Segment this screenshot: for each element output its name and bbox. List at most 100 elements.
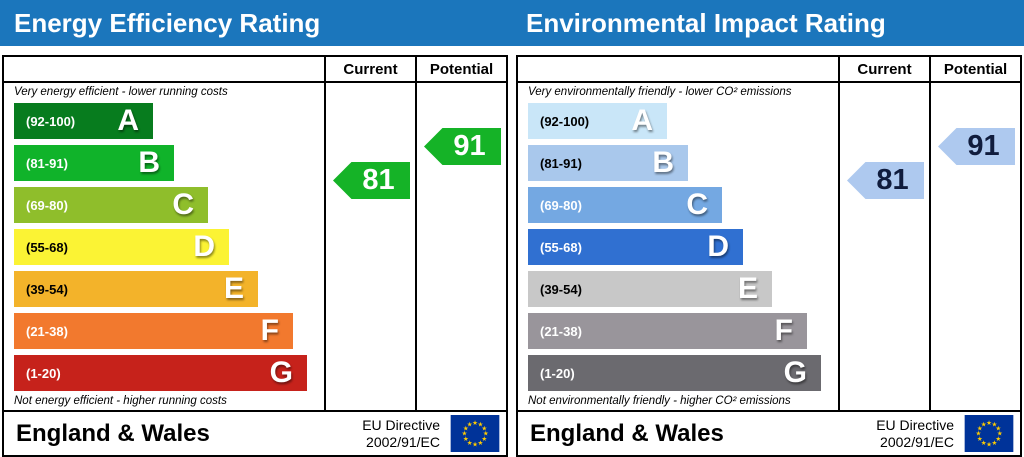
svg-text:★: ★ bbox=[995, 436, 1001, 443]
rating-band-g: (1-20) G bbox=[14, 355, 307, 391]
rating-band-g: (1-20) G bbox=[528, 355, 821, 391]
svg-text:★: ★ bbox=[483, 431, 489, 438]
rating-body: Very energy efficient - lower running co… bbox=[4, 83, 506, 410]
rating-scale: Very energy efficient - lower running co… bbox=[4, 83, 324, 410]
band-range-label: (69-80) bbox=[540, 197, 582, 213]
footer-row: England & Wales EU Directive 2002/91/EC … bbox=[4, 410, 506, 455]
bottom-caption: Not environmentally friendly - higher CO… bbox=[528, 395, 791, 407]
svg-text:★: ★ bbox=[981, 421, 987, 428]
current-rating-arrow: 81 bbox=[847, 162, 924, 199]
svg-text:★: ★ bbox=[472, 441, 478, 448]
band-letter: D bbox=[707, 230, 729, 263]
potential-column-header: Potential bbox=[415, 57, 506, 81]
band-range-label: (21-38) bbox=[26, 323, 68, 339]
rating-band-b: (81-91) B bbox=[14, 145, 174, 181]
current-column: 81 bbox=[838, 83, 929, 410]
potential-column: 91 bbox=[929, 83, 1020, 410]
potential-rating-value: 91 bbox=[967, 130, 1000, 162]
rating-scale: Very environmentally friendly - lower CO… bbox=[518, 83, 838, 410]
eu-directive-line2: 2002/91/EC bbox=[366, 433, 440, 450]
band-letter: E bbox=[737, 272, 758, 305]
band-range-label: (81-91) bbox=[540, 155, 582, 171]
chart-header-spacer bbox=[4, 57, 324, 81]
svg-text:★: ★ bbox=[992, 421, 998, 428]
rating-band-d: (55-68) D bbox=[528, 229, 743, 265]
current-column: 81 bbox=[324, 83, 415, 410]
potential-column: 91 bbox=[415, 83, 506, 410]
band-range-label: (69-80) bbox=[26, 197, 68, 213]
band-letter: F bbox=[260, 314, 279, 347]
rating-band-f: (21-38) F bbox=[14, 313, 293, 349]
band-letter: G bbox=[269, 356, 293, 389]
band-letter: E bbox=[223, 272, 244, 305]
band-range-label: (39-54) bbox=[540, 281, 582, 297]
svg-text:★: ★ bbox=[463, 436, 469, 443]
band-range-label: (55-68) bbox=[540, 239, 582, 255]
svg-text:★: ★ bbox=[992, 440, 998, 447]
band-letter: D bbox=[193, 230, 215, 263]
svg-text:★: ★ bbox=[986, 420, 992, 427]
rating-bands: (92-100) A (81-91) B (69-80) C (55-68) D (39-54)… bbox=[518, 103, 838, 391]
rating-band-a: (92-100) A bbox=[14, 103, 153, 139]
svg-text:★: ★ bbox=[481, 425, 487, 432]
rating-band-e: (39-54) E bbox=[14, 271, 258, 307]
band-range-label: (55-68) bbox=[26, 239, 68, 255]
rating-body: Very environmentally friendly - lower CO… bbox=[518, 83, 1020, 410]
band-range-label: (39-54) bbox=[26, 281, 68, 297]
svg-text:★: ★ bbox=[981, 440, 987, 447]
band-letter: C bbox=[172, 188, 194, 221]
environmental-impact-title: Environmental Impact Rating bbox=[526, 8, 886, 38]
eu-directive-label: EU Directive 2002/91/EC bbox=[362, 417, 440, 449]
eu-flag-icon: ★ ★★★★★★★★★★★ bbox=[450, 415, 500, 452]
eu-directive-line2: 2002/91/EC bbox=[880, 433, 954, 450]
rating-band-f: (21-38) F bbox=[528, 313, 807, 349]
current-rating-value: 81 bbox=[876, 164, 909, 196]
svg-text:★: ★ bbox=[467, 440, 473, 447]
svg-text:★: ★ bbox=[472, 420, 478, 427]
band-letter: F bbox=[774, 314, 793, 347]
potential-rating-arrow: 91 bbox=[938, 128, 1015, 165]
svg-text:★: ★ bbox=[997, 431, 1003, 438]
band-letter: A bbox=[117, 104, 139, 137]
rating-band-d: (55-68) D bbox=[14, 229, 229, 265]
svg-text:★: ★ bbox=[481, 436, 487, 443]
current-rating-value: 81 bbox=[362, 164, 395, 196]
band-range-label: (81-91) bbox=[26, 155, 68, 171]
current-column-header: Current bbox=[838, 57, 929, 81]
eu-directive-line1: EU Directive bbox=[876, 417, 954, 434]
eu-flag-icon: ★ ★★★★★★★★★★★ bbox=[964, 415, 1014, 452]
energy-efficiency-title: Energy Efficiency Rating bbox=[14, 8, 321, 38]
band-range-label: (21-38) bbox=[540, 323, 582, 339]
rating-bands: (92-100) A (81-91) B (69-80) C (55-68) D (39-54)… bbox=[4, 103, 324, 391]
band-letter: A bbox=[631, 104, 653, 137]
current-rating-arrow: 81 bbox=[333, 162, 410, 199]
current-column-header: Current bbox=[324, 57, 415, 81]
potential-column-header: Potential bbox=[929, 57, 1020, 81]
rating-band-c: (69-80) C bbox=[14, 187, 208, 223]
band-range-label: (1-20) bbox=[540, 365, 575, 381]
bottom-caption: Not energy efficient - higher running co… bbox=[14, 395, 227, 407]
rating-tables: Current Potential Very energy efficient … bbox=[0, 55, 1024, 457]
svg-text:★: ★ bbox=[995, 425, 1001, 432]
footer-row: England & Wales EU Directive 2002/91/EC … bbox=[518, 410, 1020, 455]
svg-text:★: ★ bbox=[478, 440, 484, 447]
svg-text:★: ★ bbox=[463, 425, 469, 432]
band-letter: G bbox=[783, 356, 807, 389]
potential-rating-value: 91 bbox=[453, 130, 486, 162]
eu-directive-line1: EU Directive bbox=[362, 417, 440, 434]
svg-text:★: ★ bbox=[478, 421, 484, 428]
top-caption: Very environmentally friendly - lower CO… bbox=[528, 86, 792, 98]
band-letter: B bbox=[138, 146, 160, 179]
svg-text:★: ★ bbox=[467, 421, 473, 428]
potential-rating-arrow: 91 bbox=[424, 128, 501, 165]
svg-text:★: ★ bbox=[986, 441, 992, 448]
rating-band-a: (92-100) A bbox=[528, 103, 667, 139]
rating-band-b: (81-91) B bbox=[528, 145, 688, 181]
column-header-row: Current Potential bbox=[4, 57, 506, 83]
chart-header-spacer bbox=[518, 57, 838, 81]
band-range-label: (92-100) bbox=[26, 113, 76, 129]
band-letter: C bbox=[686, 188, 708, 221]
environmental-impact-panel: Current Potential Very environmentally f… bbox=[516, 55, 1022, 457]
eu-directive-label: EU Directive 2002/91/EC bbox=[876, 417, 954, 449]
